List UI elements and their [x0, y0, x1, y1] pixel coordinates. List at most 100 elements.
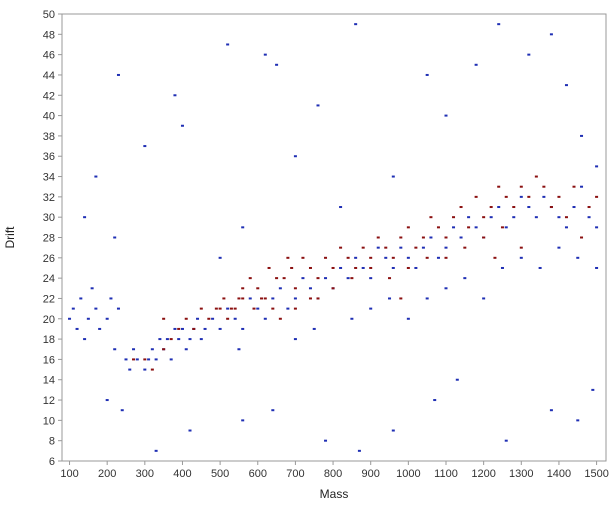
scatter-point-blue: [233, 317, 237, 320]
y-tick-label: 50: [43, 9, 55, 21]
scatter-point-red: [199, 307, 203, 310]
scatter-point-red: [132, 358, 136, 361]
scatter-point-blue: [312, 327, 316, 330]
x-axis-title: Mass: [320, 487, 349, 501]
scatter-point-blue: [467, 216, 471, 219]
scatter-point-red: [474, 195, 478, 198]
scatter-point-blue: [595, 226, 599, 229]
scatter-point-red: [376, 236, 380, 239]
scatter-point-blue: [512, 216, 516, 219]
scatter-point-red: [414, 246, 418, 249]
scatter-point-red: [388, 277, 392, 280]
scatter-point-blue: [128, 368, 132, 371]
scatter-point-red: [527, 195, 531, 198]
scatter-point-blue: [75, 327, 79, 330]
scatter-point-blue: [241, 327, 245, 330]
y-tick-label: 36: [43, 151, 55, 163]
x-tick-label: 1000: [396, 468, 420, 480]
scatter-point-blue: [384, 256, 388, 259]
scatter-point-red: [406, 226, 410, 229]
scatter-point-blue: [98, 327, 102, 330]
scatter-point-blue: [444, 246, 448, 249]
scatter-point-blue: [350, 317, 354, 320]
scatter-point-blue: [263, 317, 267, 320]
scatter-point-red: [489, 206, 493, 209]
scatter-point-blue: [497, 23, 501, 26]
y-tick-label: 20: [43, 314, 55, 326]
scatter-point-red: [369, 266, 373, 269]
scatter-point-blue: [564, 84, 568, 87]
scatter-point-red: [346, 256, 350, 259]
scatter-point-red: [278, 317, 282, 320]
scatter-point-blue: [132, 348, 136, 351]
marks-layer: [68, 23, 599, 452]
scatter-point-blue: [241, 419, 245, 422]
scatter-point-red: [452, 216, 456, 219]
scatter-point-blue: [158, 338, 162, 341]
scatter-point-red: [425, 256, 429, 259]
scatter-point-red: [557, 195, 561, 198]
y-tick-label: 32: [43, 192, 55, 204]
scatter-point-blue: [263, 53, 267, 56]
scatter-point-blue: [482, 297, 486, 300]
scatter-point-blue: [591, 388, 595, 391]
scatter-point-blue: [429, 236, 433, 239]
x-tick-label: 1400: [547, 468, 571, 480]
scatter-point-red: [339, 246, 343, 249]
scatter-point-red: [331, 287, 335, 290]
y-tick-label: 16: [43, 354, 55, 366]
scatter-point-blue: [173, 94, 177, 97]
x-tick-label: 1100: [434, 468, 458, 480]
scatter-point-blue: [86, 317, 90, 320]
scatter-point-red: [207, 317, 211, 320]
scatter-point-blue: [459, 236, 463, 239]
scatter-point-red: [350, 277, 354, 280]
scatter-point-blue: [218, 256, 222, 259]
scatter-point-red: [177, 327, 181, 330]
scatter-point-blue: [203, 327, 207, 330]
y-tick-label: 46: [43, 50, 55, 62]
scatter-point-blue: [83, 216, 87, 219]
scatter-point-red: [436, 226, 440, 229]
scatter-point-blue: [339, 266, 343, 269]
scatter-point-red: [482, 236, 486, 239]
scatter-point-red: [361, 246, 365, 249]
scatter-point-blue: [564, 226, 568, 229]
y-tick-label: 30: [43, 212, 55, 224]
scatter-point-red: [275, 277, 279, 280]
scatter-point-blue: [576, 256, 580, 259]
scatter-point-blue: [452, 226, 456, 229]
scatter-point-blue: [113, 236, 117, 239]
x-tick-label: 500: [211, 468, 229, 480]
scatter-point-blue: [580, 134, 584, 137]
scatter-point-red: [192, 327, 196, 330]
scatter-point-red: [252, 307, 256, 310]
scatter-point-blue: [444, 287, 448, 290]
scatter-point-blue: [237, 348, 241, 351]
scatter-point-blue: [534, 216, 538, 219]
y-tick-label: 8: [49, 436, 55, 448]
scatter-point-red: [421, 236, 425, 239]
x-tick-label: 100: [60, 468, 78, 480]
scatter-point-red: [229, 307, 233, 310]
scatter-point-blue: [173, 327, 177, 330]
scatter-point-blue: [357, 449, 361, 452]
scatter-point-blue: [527, 53, 531, 56]
scatter-point-blue: [256, 307, 260, 310]
labels-layer: Mass Drift 100 200 300 400 500 600 700 800 900 10…: [3, 9, 609, 501]
scatter-point-blue: [519, 195, 523, 198]
scatter-point-red: [150, 368, 154, 371]
scatter-point-red: [267, 266, 271, 269]
scatter-point-blue: [68, 317, 72, 320]
scatter-point-blue: [414, 266, 418, 269]
scatter-point-blue: [293, 338, 297, 341]
x-tick-label: 600: [249, 468, 267, 480]
scatter-point-blue: [184, 348, 188, 351]
scatter-point-blue: [324, 439, 328, 442]
scatter-point-blue: [218, 327, 222, 330]
scatter-point-red: [286, 256, 290, 259]
scatter-point-blue: [196, 317, 200, 320]
scatter-point-red: [399, 236, 403, 239]
scatter-point-red: [500, 226, 504, 229]
scatter-point-blue: [180, 124, 184, 127]
